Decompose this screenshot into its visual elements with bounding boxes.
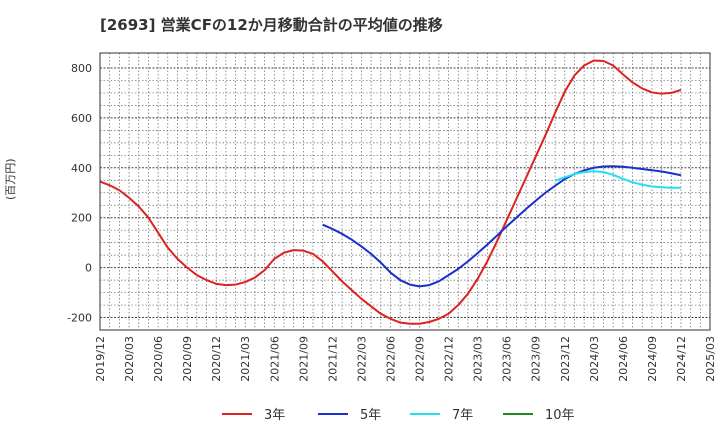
x-tick-label: 2022/06 <box>384 336 397 382</box>
x-tick-label: 2021/06 <box>268 336 281 382</box>
legend-label-3年: 3年 <box>264 408 285 423</box>
x-tick-label: 2022/12 <box>443 336 456 382</box>
x-tick-label: 2020/06 <box>152 336 165 382</box>
grid-lines <box>100 53 710 330</box>
legend-label-10年: 10年 <box>545 408 575 423</box>
x-tick-label: 2022/03 <box>355 336 368 382</box>
y-tick-label: -200 <box>67 312 92 325</box>
y-tick-label: 200 <box>71 212 92 225</box>
x-tick-label: 2023/12 <box>559 336 572 382</box>
x-tick-label: 2024/09 <box>646 336 659 382</box>
x-axis-ticks: 2019/12 2020/03 2020/06 2020/09 2020/12 2021/… <box>94 336 717 382</box>
series-line-3年 <box>99 59 682 325</box>
plot-frame <box>99 52 711 331</box>
x-tick-label: 2020/12 <box>210 336 223 382</box>
x-tick-label: 2020/09 <box>181 336 194 382</box>
x-tick-label: 2024/06 <box>617 336 630 382</box>
legend-label-7年: 7年 <box>452 408 473 423</box>
x-tick-label: 2021/12 <box>326 336 339 382</box>
x-tick-label: 2023/09 <box>530 336 543 382</box>
y-tick-label: 0 <box>85 262 92 275</box>
x-tick-label: 2025/03 <box>704 336 717 382</box>
y-axis-ticks: -200 0 200 400 600 800 <box>67 62 92 325</box>
x-tick-label: 2021/03 <box>239 336 252 382</box>
y-tick-label: 400 <box>71 162 92 175</box>
series-lines <box>99 59 682 325</box>
x-tick-label: 2021/09 <box>297 336 310 382</box>
x-tick-label: 2019/12 <box>94 336 107 382</box>
series-line-7年 <box>554 170 681 189</box>
x-tick-label: 2023/06 <box>501 336 514 382</box>
x-tick-label: 2023/03 <box>472 336 485 382</box>
series-line-5年 <box>322 165 682 288</box>
chart-title: [2693] 営業CFの12か月移動合計の平均値の推移 <box>100 16 443 34</box>
x-tick-label: 2020/03 <box>123 336 136 382</box>
y-tick-label: 600 <box>71 112 92 125</box>
x-tick-label: 2024/03 <box>588 336 601 382</box>
y-tick-label: 800 <box>71 62 92 75</box>
x-tick-label: 2022/09 <box>414 336 427 382</box>
x-tick-label: 2024/12 <box>675 336 688 382</box>
legend: 3年 5年 7年 10年 <box>222 408 575 423</box>
legend-label-5年: 5年 <box>360 408 381 423</box>
